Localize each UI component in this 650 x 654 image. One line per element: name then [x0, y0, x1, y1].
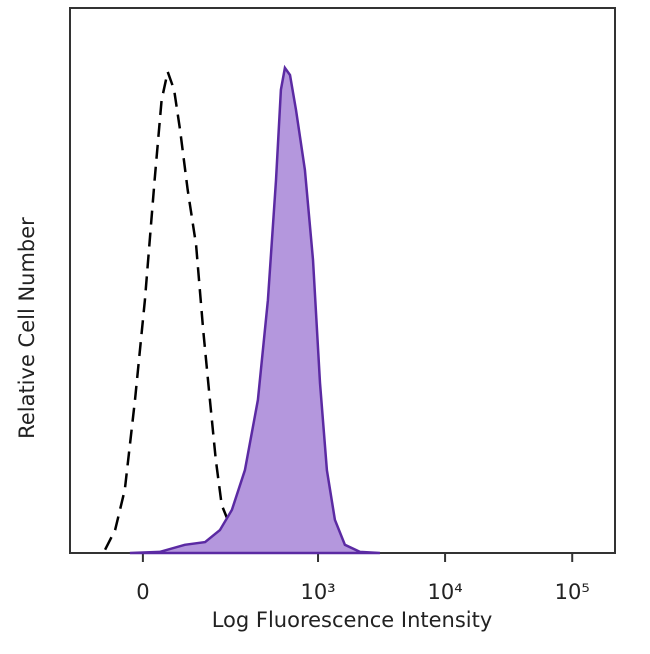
- x-axis-label: Log Fluorescence Intensity: [212, 608, 493, 632]
- y-axis-label: Relative Cell Number: [15, 217, 39, 439]
- x-tick-label: 10³: [300, 580, 335, 604]
- x-tick-label: 10⁴: [428, 580, 463, 604]
- x-tick-label: 10⁵: [555, 580, 590, 604]
- plot-frame: [69, 7, 616, 554]
- x-tick-label: 0: [136, 580, 149, 604]
- control-histogram: [103, 67, 243, 551]
- filled-histogram: [129, 64, 380, 555]
